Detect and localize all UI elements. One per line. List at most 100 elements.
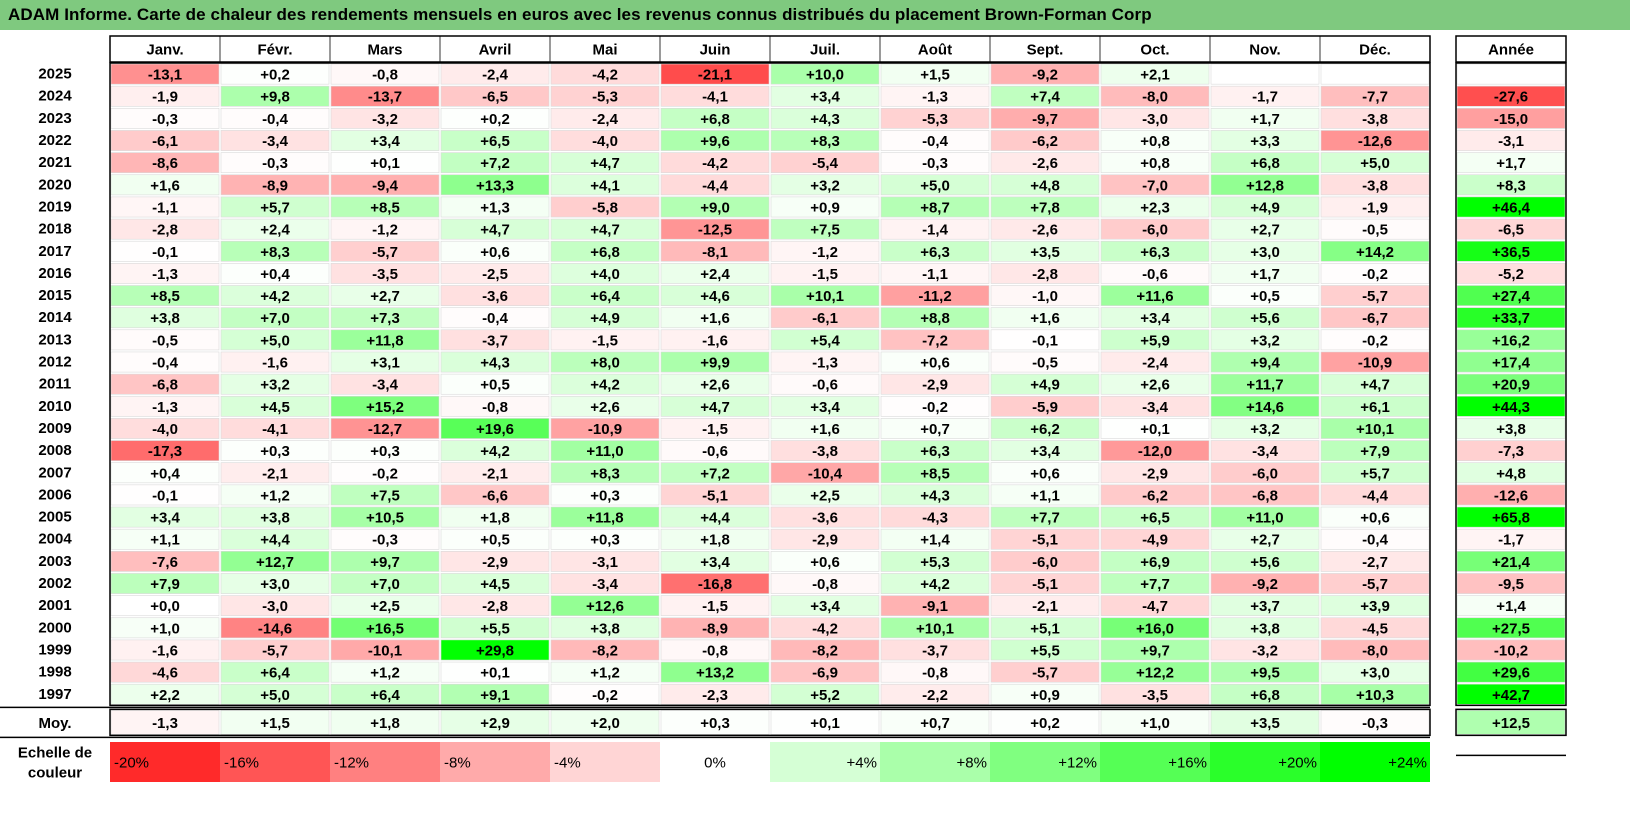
- heat-cell: [1100, 130, 1210, 151]
- annual-cell: [1456, 218, 1566, 240]
- heat-cell: [330, 218, 440, 240]
- heat-cell: [1210, 174, 1320, 196]
- cell-value: +6,8: [1250, 687, 1280, 704]
- cell-value: +8,5: [370, 199, 400, 216]
- heat-cell: [220, 484, 330, 506]
- annual-cell: [1456, 307, 1566, 329]
- heat-cell: [1100, 263, 1210, 284]
- heat-cell: [990, 285, 1100, 306]
- cell-value: -1,9: [152, 89, 178, 106]
- heat-cell: [220, 218, 330, 240]
- cell-value: +5,0: [260, 687, 290, 704]
- heat-cell: [550, 595, 660, 617]
- heat-cell: [1210, 63, 1320, 85]
- average-cell: [660, 710, 770, 735]
- cell-value: -12,6: [1358, 133, 1392, 150]
- cell-value: -0,8: [922, 665, 948, 682]
- heat-cell: [110, 440, 220, 461]
- heat-cell: [770, 240, 880, 262]
- heat-cell: [550, 218, 660, 240]
- heat-cell: [1210, 639, 1320, 661]
- heat-cell: [330, 196, 440, 218]
- heat-cell: [1320, 240, 1430, 262]
- heat-cell: [1320, 573, 1430, 594]
- cell-value: -5,9: [1032, 399, 1058, 416]
- cell-value: -5,7: [1362, 288, 1388, 305]
- average-annual-frame: [1455, 708, 1567, 737]
- cell-value: -4,2: [812, 620, 838, 637]
- annual-value: -9,5: [1498, 576, 1524, 593]
- cell-value: +0,6: [1030, 465, 1060, 482]
- cell-value: +1,0: [150, 620, 180, 637]
- heat-cell: [1320, 550, 1430, 572]
- average-value: +0,3: [700, 715, 730, 732]
- heat-cell: [770, 130, 880, 151]
- heat-cell: [1100, 285, 1210, 306]
- cell-value: +9,7: [370, 554, 400, 571]
- heat-cell: [1100, 573, 1210, 594]
- heat-cell: [220, 418, 330, 439]
- heat-cell: [770, 418, 880, 439]
- heat-cell: [440, 683, 550, 705]
- cell-value: -3,4: [1142, 399, 1169, 416]
- heat-cell: [220, 440, 330, 461]
- heat-cell: [550, 329, 660, 351]
- annual-cell: [1456, 639, 1566, 661]
- heat-cell: [110, 63, 220, 85]
- heat-cell: [660, 395, 770, 417]
- cell-value: -7,6: [152, 554, 178, 571]
- cell-value: +0,1: [1140, 421, 1170, 438]
- annual-cell: [1456, 440, 1566, 461]
- heat-cell: [1100, 174, 1210, 196]
- cell-value: +6,1: [1360, 399, 1390, 416]
- cell-value: -4,0: [592, 133, 618, 150]
- heat-cell: [660, 418, 770, 439]
- heat-cell: [550, 285, 660, 306]
- cell-value: +4,4: [700, 510, 730, 527]
- year-label: 2005: [38, 509, 71, 526]
- heat-cell: [1320, 63, 1430, 85]
- year-label: 2023: [38, 110, 71, 127]
- heat-cell: [990, 418, 1100, 439]
- heat-cell: [990, 683, 1100, 705]
- cell-value: +5,5: [1030, 642, 1060, 659]
- cell-value: +0,2: [480, 111, 510, 128]
- cell-value: +4,2: [480, 443, 510, 460]
- annual-value: +33,7: [1492, 310, 1530, 327]
- heat-cell: [770, 108, 880, 129]
- legend-swatch: [990, 742, 1100, 782]
- cell-value: +3,0: [260, 576, 290, 593]
- heat-cell: [990, 395, 1100, 417]
- annual-value: -1,7: [1498, 532, 1524, 549]
- heat-cell: [440, 108, 550, 129]
- cell-value: -3,2: [372, 111, 398, 128]
- heat-cell: [990, 329, 1100, 351]
- cell-value: -6,5: [482, 89, 508, 106]
- average-value: -1,3: [152, 715, 178, 732]
- cell-value: +6,8: [700, 111, 730, 128]
- heat-cell: [110, 462, 220, 484]
- cell-value: -2,1: [1032, 598, 1058, 615]
- heat-cell: [330, 130, 440, 151]
- cell-value: +9,0: [700, 199, 730, 216]
- heat-cell: [330, 462, 440, 484]
- heat-cell: [330, 351, 440, 373]
- heat-cell: [440, 506, 550, 528]
- heat-cell: [1320, 506, 1430, 528]
- cell-value: +9,9: [700, 355, 730, 372]
- heat-cell: [440, 595, 550, 617]
- cell-value: +3,4: [150, 510, 180, 527]
- heat-cell: [880, 174, 990, 196]
- heat-cell: [220, 108, 330, 129]
- heat-cell: [990, 462, 1100, 484]
- average-cell: [880, 710, 990, 735]
- legend-stop: -4%: [554, 755, 581, 772]
- heat-cell: [880, 395, 990, 417]
- cell-value: +5,4: [810, 332, 840, 349]
- legend-swatch: [1100, 742, 1210, 782]
- heat-cell: [220, 639, 330, 661]
- heat-cell: [1320, 418, 1430, 439]
- cell-value: -3,8: [812, 443, 838, 460]
- cell-value: +7,8: [1030, 199, 1060, 216]
- legend-stop: -8%: [444, 755, 471, 772]
